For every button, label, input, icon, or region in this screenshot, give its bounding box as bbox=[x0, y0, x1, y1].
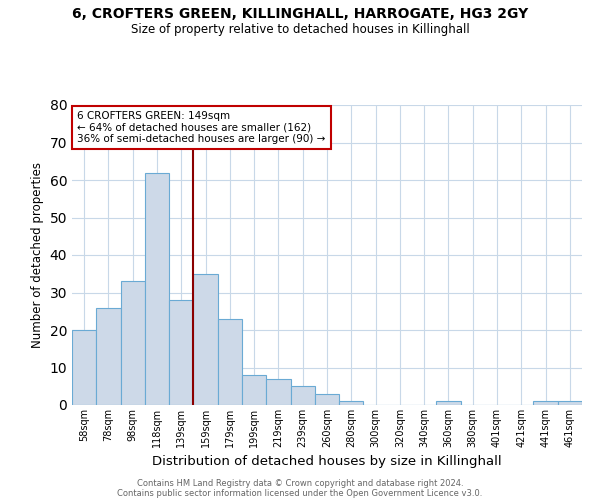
Bar bbox=[145, 172, 169, 405]
Bar bbox=[218, 319, 242, 405]
Bar bbox=[533, 401, 558, 405]
Bar bbox=[242, 375, 266, 405]
Bar bbox=[96, 308, 121, 405]
Text: 6, CROFTERS GREEN, KILLINGHALL, HARROGATE, HG3 2GY: 6, CROFTERS GREEN, KILLINGHALL, HARROGAT… bbox=[72, 8, 528, 22]
Bar bbox=[193, 274, 218, 405]
Bar bbox=[72, 330, 96, 405]
Bar bbox=[558, 401, 582, 405]
Y-axis label: Number of detached properties: Number of detached properties bbox=[31, 162, 44, 348]
Bar bbox=[339, 401, 364, 405]
Bar bbox=[315, 394, 339, 405]
Text: Contains HM Land Registry data © Crown copyright and database right 2024.: Contains HM Land Registry data © Crown c… bbox=[137, 478, 463, 488]
Text: Size of property relative to detached houses in Killinghall: Size of property relative to detached ho… bbox=[131, 22, 469, 36]
Bar bbox=[169, 300, 193, 405]
Bar bbox=[266, 379, 290, 405]
Bar bbox=[290, 386, 315, 405]
Bar bbox=[121, 281, 145, 405]
Text: 6 CROFTERS GREEN: 149sqm
← 64% of detached houses are smaller (162)
36% of semi-: 6 CROFTERS GREEN: 149sqm ← 64% of detach… bbox=[77, 111, 325, 144]
Text: Contains public sector information licensed under the Open Government Licence v3: Contains public sector information licen… bbox=[118, 488, 482, 498]
Bar bbox=[436, 401, 461, 405]
X-axis label: Distribution of detached houses by size in Killinghall: Distribution of detached houses by size … bbox=[152, 456, 502, 468]
